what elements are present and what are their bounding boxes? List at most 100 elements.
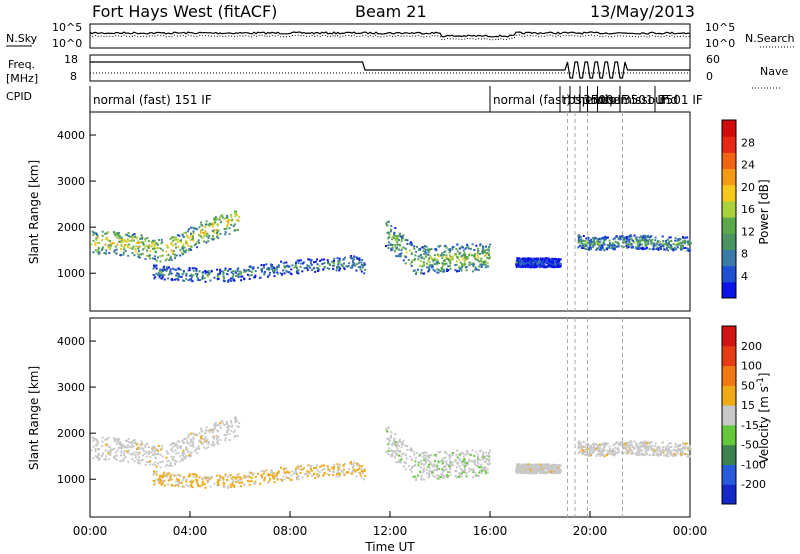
power-cell-3-374 [550, 264, 552, 267]
power-cell-1-335 [273, 267, 276, 269]
velocity-cell-2-91 [482, 451, 484, 454]
power-cell-1-347 [299, 259, 302, 262]
power-cell-2-290 [474, 268, 477, 271]
velocity-cell-1-290 [276, 477, 279, 480]
velocity-cell-2-292 [396, 441, 399, 444]
velocity-cell-0-348 [95, 438, 98, 441]
velocity-cell-1-74 [277, 471, 280, 474]
power-cell-0-281 [183, 246, 186, 249]
velocity-cell-4-272 [636, 445, 639, 448]
power-cell-2-90 [423, 264, 425, 267]
velocity-cell-3-345 [548, 469, 551, 472]
velocity-cell-2-348 [448, 465, 451, 467]
power-cell-3-399 [534, 266, 537, 269]
power-cell-2-387 [443, 245, 446, 248]
power-cell-2-298 [428, 263, 431, 266]
power-cell-0-167 [144, 240, 147, 243]
velocity-cell-0-222 [186, 448, 189, 451]
power-cell-0-17 [226, 214, 229, 217]
power-cell-1-209 [318, 268, 321, 271]
power-cell-2-1 [478, 265, 481, 268]
power-cell-1-401 [264, 270, 267, 273]
velocity-cell-2-395 [392, 443, 395, 445]
power-cell-2-349 [404, 256, 407, 259]
velocity-cell-1-401 [264, 476, 267, 479]
power-cell-4-2 [666, 238, 669, 241]
velocity-cell-0-184 [215, 435, 218, 437]
velocity-cell-1-231 [353, 461, 356, 464]
power-cell-0-114 [219, 216, 222, 219]
velocity-cell-2-252 [418, 455, 421, 458]
power-cell-1-224 [201, 274, 204, 277]
velocity-cell-0-215 [226, 430, 229, 432]
velocity-cell-3-313 [545, 463, 548, 466]
velocity-cell-1-344 [338, 475, 341, 478]
power-cell-0-26 [234, 215, 237, 218]
power-cell-0-218 [155, 242, 158, 245]
velocity-cell-2-86 [477, 475, 480, 477]
velocity-cell-1-400 [162, 480, 165, 483]
velocity-cell-2-136 [456, 463, 459, 465]
velocity-cell-4-31 [613, 443, 616, 446]
power-cell-0-351 [112, 231, 115, 233]
power-cell-1-142 [263, 272, 266, 275]
power-cell-2-342 [399, 255, 402, 258]
velocity-cell-2-379 [397, 461, 400, 464]
power-cell-1-388 [317, 269, 320, 272]
power-cell-0-418 [152, 239, 155, 242]
velocity-cell-2-221 [394, 441, 397, 443]
power-cell-1-349 [232, 275, 235, 277]
velocity-cell-4-409 [661, 450, 664, 453]
power-cell-1-368 [272, 271, 275, 274]
power-cell-1-294 [355, 269, 358, 272]
velocity-cell-4-127 [680, 448, 683, 451]
velocity-cell-1-233 [155, 473, 158, 476]
power-cell-0-132 [193, 244, 196, 247]
power-cell-0-323 [125, 240, 128, 243]
power-cell-4-41 [665, 247, 668, 250]
velocity-cell-0-179 [199, 441, 202, 444]
power-cell-1-123 [246, 273, 249, 276]
power-cell-2-350 [439, 244, 442, 247]
velocity-cell-0-278 [207, 442, 210, 445]
velocity-cell-2-15 [427, 457, 430, 460]
power-cell-4-23 [663, 248, 666, 251]
power-cell-3-411 [537, 261, 540, 264]
power-cell-1-399 [357, 266, 360, 269]
power-cell-4-376 [645, 239, 648, 242]
noise-left-tick-top: 10^5 [52, 21, 82, 34]
power-cell-1-41 [307, 258, 310, 261]
power-cell-2-249 [430, 248, 433, 251]
power-cell-3-303 [540, 261, 543, 264]
velocity-cell-0-419 [113, 456, 116, 459]
velocity-cell-1-378 [268, 480, 271, 483]
velocity-cell-1-370 [224, 475, 227, 477]
power-cell-0-143 [146, 249, 149, 252]
velocity-cell-4-164 [645, 447, 648, 450]
power-cell-1-390 [168, 266, 170, 269]
power-cell-4-269 [653, 243, 656, 246]
power-cell-2-58 [422, 250, 425, 253]
power-cell-4-402 [686, 249, 689, 252]
velocity-cell-1-76 [268, 477, 271, 480]
velocity-cell-0-155 [120, 445, 123, 448]
power-cell-0-309 [216, 234, 219, 236]
power-cell-0-142 [201, 224, 204, 227]
velocity-cell-3-391 [521, 472, 524, 475]
power-cell-1-301 [297, 269, 300, 272]
velocity-cell-0-251 [148, 460, 151, 463]
power-cell-2-53 [422, 261, 425, 264]
power-cell-4-341 [677, 239, 680, 242]
power-cell-2-237 [422, 263, 425, 266]
power-cell-4-219 [652, 248, 655, 251]
velocity-cell-2-258 [419, 466, 422, 469]
power-cell-1-19 [222, 273, 225, 276]
power-cell-4-336 [637, 240, 640, 243]
power-cell-4-266 [639, 239, 642, 242]
power-cell-1-332 [248, 270, 251, 272]
power-cell-1-387 [177, 278, 180, 281]
velocity-cell-0-226 [119, 446, 122, 449]
velocity-cell-1-389 [207, 476, 210, 479]
power-cell-1-17 [204, 269, 207, 272]
velocity-cell-0-17 [226, 420, 229, 423]
